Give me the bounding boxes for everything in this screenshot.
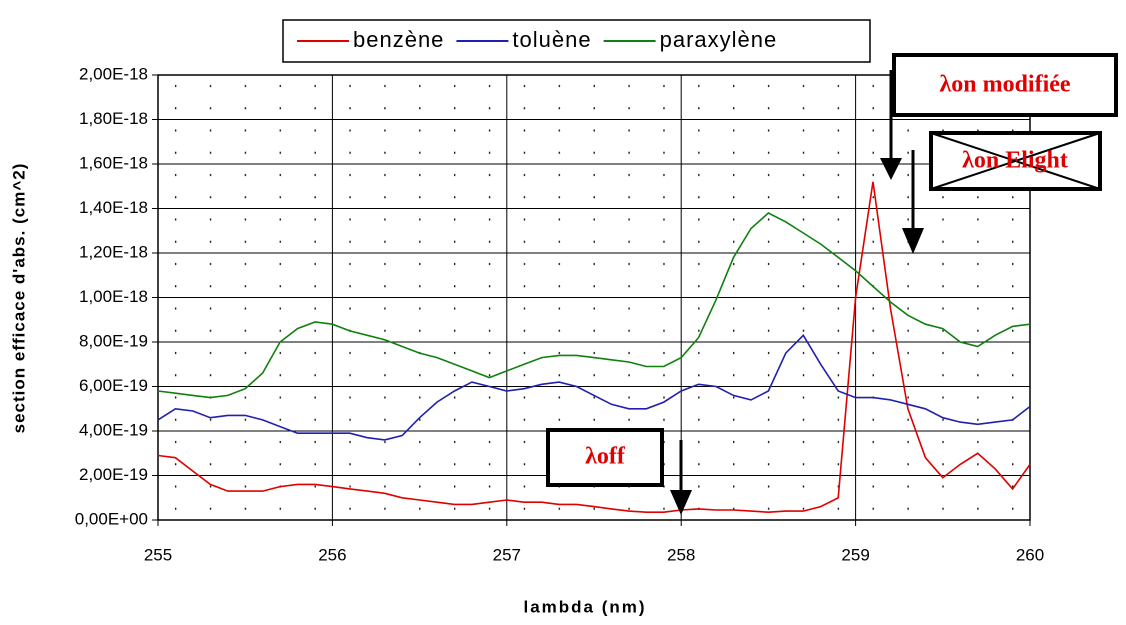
legend-label: toluène	[512, 27, 591, 52]
y-axis-label: section efficace d'abs. (cm^2)	[9, 163, 28, 434]
y-tick-label: 6,00E-19	[79, 376, 148, 395]
series-line	[157, 181, 1031, 514]
y-tick-label: 1,40E-18	[79, 198, 148, 217]
x-tick-label: 258	[667, 545, 695, 564]
plot-frame	[157, 74, 1031, 521]
annotation-modifiee: λon modifiée	[880, 53, 1118, 180]
x-tick-label: 257	[493, 545, 521, 564]
legend-box	[282, 19, 871, 63]
x-tick-label: 260	[1016, 545, 1044, 564]
annotation-text: λon Elight	[962, 148, 1068, 174]
annotation-text: λon modifiée	[939, 72, 1070, 98]
series-line	[157, 334, 1031, 441]
legend-label: benzène	[353, 27, 444, 52]
x-tick-label: 255	[144, 545, 172, 564]
annotation-off: λoff	[546, 428, 692, 515]
x-tick-label: 256	[318, 545, 346, 564]
y-tick-label: 2,00E-19	[79, 465, 148, 484]
y-tick-label: 8,00E-19	[79, 331, 148, 350]
annotation-text: λoff	[585, 444, 626, 470]
y-tick-label: 1,80E-18	[79, 109, 148, 128]
legend-label: paraxylène	[660, 27, 778, 52]
series-line	[157, 212, 1031, 399]
x-tick-label: 259	[841, 545, 869, 564]
y-tick-label: 1,20E-18	[79, 242, 148, 261]
y-tick-label: 2,00E-18	[79, 64, 148, 83]
y-tick-label: 1,00E-18	[79, 287, 148, 306]
x-axis-label: lambda (nm)	[523, 597, 646, 616]
y-tick-label: 0,00E+00	[75, 509, 148, 528]
y-tick-label: 4,00E-19	[79, 420, 148, 439]
annotation-elight: λon Elight	[902, 131, 1102, 254]
y-tick-label: 1,60E-18	[79, 153, 148, 172]
